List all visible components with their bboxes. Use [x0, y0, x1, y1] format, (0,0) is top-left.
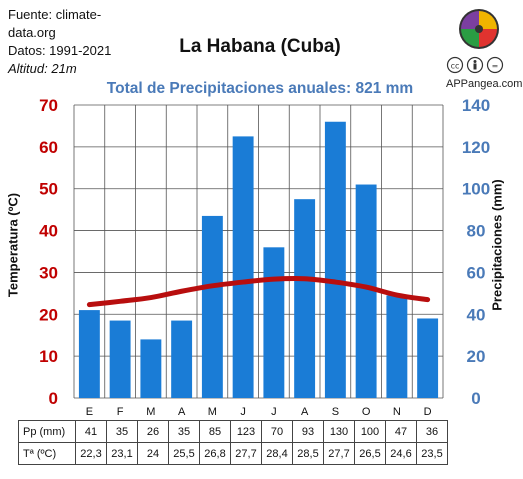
- x-tick-label: N: [393, 406, 401, 418]
- table-cell: 22,3: [75, 442, 107, 465]
- right-tick-label: 20: [467, 347, 486, 366]
- source-line-2: data.org: [8, 25, 56, 40]
- table-cell: 26,5: [354, 442, 386, 465]
- svg-text:=: =: [492, 62, 499, 71]
- x-tick-label: A: [301, 406, 309, 418]
- right-tick-label: 60: [467, 263, 486, 282]
- bar-4: [201, 215, 223, 398]
- temperature-row-label: Tª (ºC): [18, 442, 76, 465]
- left-tick-label: 40: [39, 222, 58, 241]
- bar-5: [232, 136, 254, 398]
- temperature-series-line: [86, 275, 431, 308]
- x-tick-label: M: [146, 406, 155, 418]
- table-cell: 26,8: [199, 442, 231, 465]
- table-row-temperature: Tª (ºC) 22,3 23,1 24 25,5 26,8 27,7 28,4 28,5 27…: [18, 442, 448, 465]
- table-cell: 36: [416, 420, 448, 443]
- table-cell: 130: [323, 420, 355, 443]
- table-cell: 35: [106, 420, 138, 443]
- table-cell: 23,5: [416, 442, 448, 465]
- license-icon: cc =: [446, 56, 504, 74]
- bar-3: [171, 320, 193, 398]
- right-tick-labels: 0 20 40 60 80 100 120 140: [462, 96, 490, 408]
- table-cell: 24,6: [385, 442, 417, 465]
- x-tick-label: A: [178, 406, 186, 418]
- x-tick-label: J: [240, 406, 246, 418]
- table-cell: 35: [168, 420, 200, 443]
- x-tick-label: S: [332, 406, 339, 418]
- table-cell: 25,5: [168, 442, 200, 465]
- x-tick-label: D: [424, 406, 432, 418]
- bar-1: [109, 320, 131, 398]
- right-tick-label: 80: [467, 222, 486, 241]
- table-cell: 26: [137, 420, 169, 443]
- chart-subtitle: Total de Precipitaciones anuales: 821 mm: [106, 80, 414, 97]
- table-cell: 28,4: [261, 442, 293, 465]
- chart-title: La Habana (Cuba): [179, 36, 341, 57]
- table-cell: 41: [75, 420, 107, 443]
- grid-lines: [73, 104, 444, 399]
- left-tick-label: 60: [39, 138, 58, 157]
- brand-label: APPangea.com: [446, 78, 523, 90]
- right-tick-label: 140: [462, 96, 490, 115]
- right-tick-label: 100: [462, 180, 490, 199]
- bar-2: [140, 339, 162, 398]
- left-tick-label: 10: [39, 347, 58, 366]
- source-line-1: Fuente: climate-: [8, 7, 102, 22]
- table-cell: 27,7: [323, 442, 355, 465]
- left-tick-labels: 0 10 20 30 40 50 60 70: [39, 96, 58, 408]
- left-axis-label: Temperatura (ºC): [5, 192, 21, 298]
- right-tick-label: 40: [467, 305, 486, 324]
- bar-6: [263, 247, 285, 398]
- table-cell: 123: [230, 420, 262, 443]
- table-cell: 47: [385, 420, 417, 443]
- precipitation-row-label: Pp (mm): [18, 420, 76, 443]
- bar-0: [78, 310, 100, 398]
- bar-8: [324, 121, 346, 398]
- bar-10: [386, 295, 408, 398]
- temperature-line: [86, 275, 431, 308]
- right-tick-label: 0: [471, 389, 480, 408]
- bar-11: [417, 318, 439, 398]
- left-tick-label: 0: [49, 389, 58, 408]
- right-tick-label: 120: [462, 138, 490, 157]
- climate-table: Pp (mm) 41 35 26 35 85 123 70 93 130 100 47 36 Tª (…: [18, 420, 448, 465]
- table-cell: 100: [354, 420, 386, 443]
- table-cell: 70: [261, 420, 293, 443]
- right-axis-label: Precipitaciones (mm): [489, 179, 505, 311]
- left-tick-label: 30: [39, 263, 58, 282]
- table-cell: 93: [292, 420, 324, 443]
- table-cell: 24: [137, 442, 169, 465]
- source-line-3: Datos: 1991-2021: [8, 43, 112, 58]
- left-tick-label: 50: [39, 180, 58, 199]
- x-tick-label: E: [86, 406, 93, 418]
- svg-text:cc: cc: [451, 62, 460, 71]
- puzzle-logo-icon: [459, 9, 499, 49]
- x-tick-label: O: [362, 406, 371, 418]
- x-tick-label: J: [271, 406, 277, 418]
- x-tick-label: M: [208, 406, 217, 418]
- table-cell: 28,5: [292, 442, 324, 465]
- table-cell: 85: [199, 420, 231, 443]
- climate-chart: 0 10 20 30 40 50 60 70 0 20 40 60 80 100 120 140 E F M A M…: [39, 96, 490, 418]
- bar-7: [294, 199, 316, 398]
- bars: [78, 121, 439, 398]
- left-tick-label: 20: [39, 305, 58, 324]
- table-cell: 27,7: [230, 442, 262, 465]
- table-cell: 23,1: [106, 442, 138, 465]
- source-info: Fuente: climate- data.org Datos: 1991-20…: [8, 6, 111, 78]
- x-tick-label: F: [117, 406, 124, 418]
- source-line-4: Altitud: 21m: [8, 61, 77, 76]
- left-tick-label: 70: [39, 96, 58, 115]
- bar-9: [355, 184, 377, 398]
- table-row-precipitation: Pp (mm) 41 35 26 35 85 123 70 93 130 100 47 36: [18, 420, 448, 443]
